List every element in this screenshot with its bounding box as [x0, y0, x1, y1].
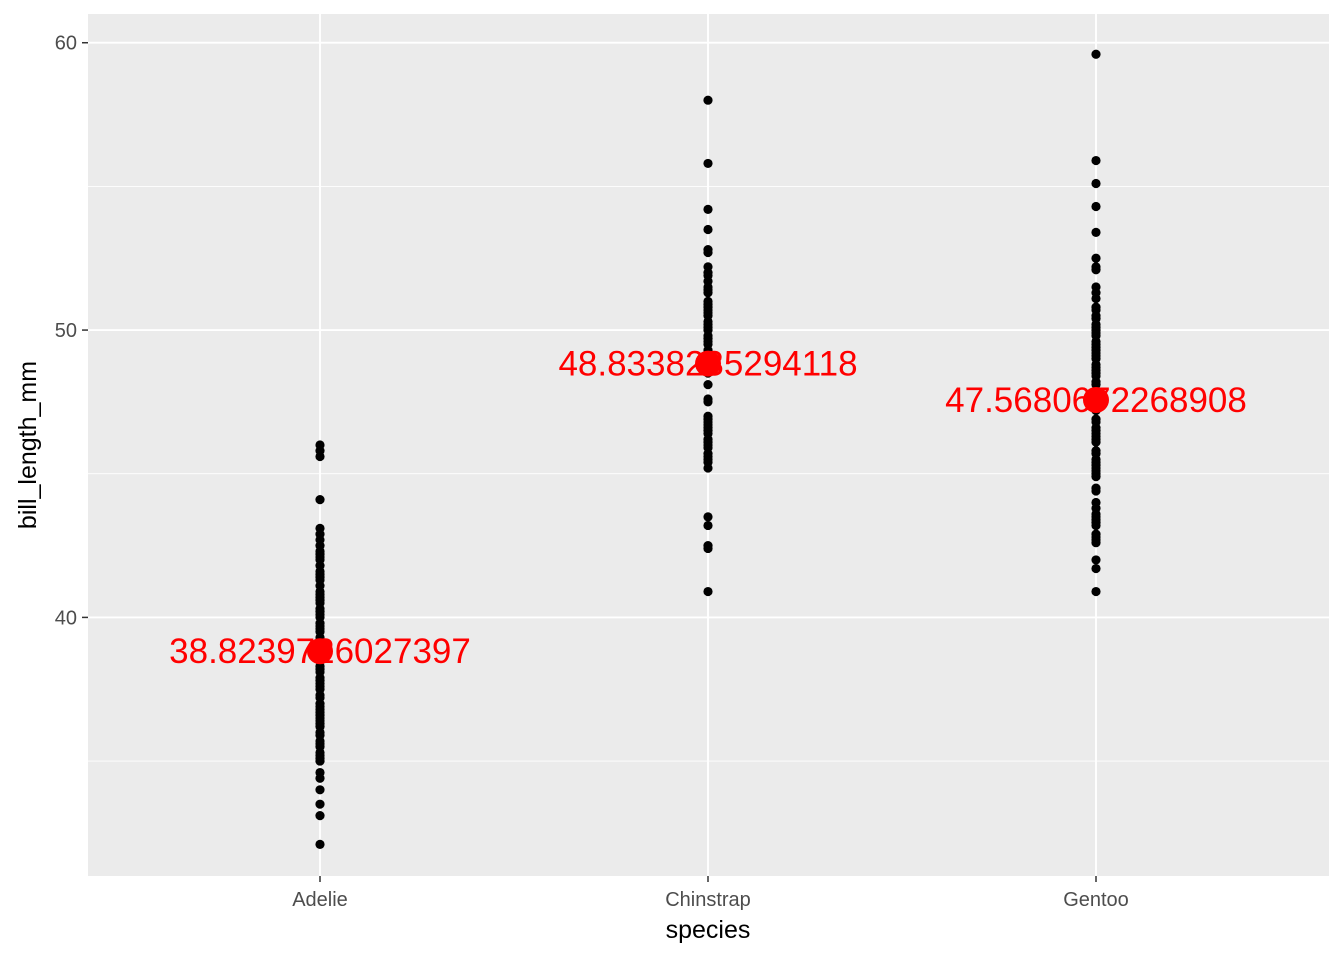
y-tick-label: 50	[55, 320, 77, 342]
x-tick-label: Chinstrap	[665, 889, 751, 911]
data-point	[703, 394, 713, 404]
data-point	[703, 520, 713, 531]
data-point	[1091, 253, 1101, 263]
data-point	[315, 811, 325, 821]
data-point	[703, 586, 713, 597]
data-point	[315, 523, 325, 533]
y-tick-label: 40	[55, 607, 77, 629]
data-point	[703, 262, 713, 272]
data-point	[1091, 563, 1101, 574]
y-axis: 40 50 60	[55, 33, 88, 629]
data-point	[1091, 446, 1101, 456]
data-point	[703, 224, 713, 235]
mean-label: 38.8239726027397	[169, 632, 471, 671]
data-point	[1091, 483, 1101, 493]
data-point	[1091, 155, 1101, 166]
data-point	[1091, 49, 1101, 59]
data-point	[703, 512, 713, 522]
mean-markers	[307, 350, 1109, 665]
data-point	[1091, 282, 1101, 292]
data-point	[315, 799, 325, 809]
data-point	[703, 380, 713, 390]
y-tick-label: 60	[55, 33, 77, 55]
data-point	[703, 204, 713, 214]
x-axis: Adelie Chinstrap Gentoo	[292, 876, 1129, 911]
data-point	[315, 440, 325, 450]
data-point	[315, 785, 325, 795]
mean-point	[695, 350, 721, 377]
data-point	[1091, 262, 1101, 272]
data-point	[1091, 586, 1101, 597]
data-point	[703, 296, 713, 306]
data-point	[703, 245, 713, 255]
x-tick-label: Adelie	[292, 889, 348, 911]
mean-labels: 38.8239726027397 48.8338235294118 47.56806…	[169, 345, 1247, 672]
data-points	[315, 49, 1101, 849]
data-point	[1091, 497, 1101, 508]
data-point	[315, 494, 325, 505]
y-axis-title: bill_length_mm	[14, 361, 42, 529]
data-point	[1091, 555, 1101, 565]
data-point	[1091, 529, 1101, 539]
x-tick-label: Gentoo	[1063, 889, 1129, 911]
mean-point	[1083, 386, 1109, 413]
data-point	[1091, 201, 1101, 212]
data-point	[703, 540, 713, 551]
mean-label: 47.5680672268908	[945, 381, 1247, 420]
x-axis-title: species	[666, 916, 751, 944]
data-point	[315, 767, 325, 778]
data-point	[1091, 178, 1101, 189]
data-point	[1091, 414, 1101, 424]
data-point	[703, 158, 713, 169]
data-point	[1091, 227, 1101, 237]
data-point	[703, 411, 713, 421]
mean-label: 48.8338235294118	[558, 345, 857, 384]
data-point	[703, 95, 713, 105]
mean-point	[307, 638, 333, 665]
data-point	[1091, 302, 1101, 312]
data-point	[315, 839, 325, 849]
